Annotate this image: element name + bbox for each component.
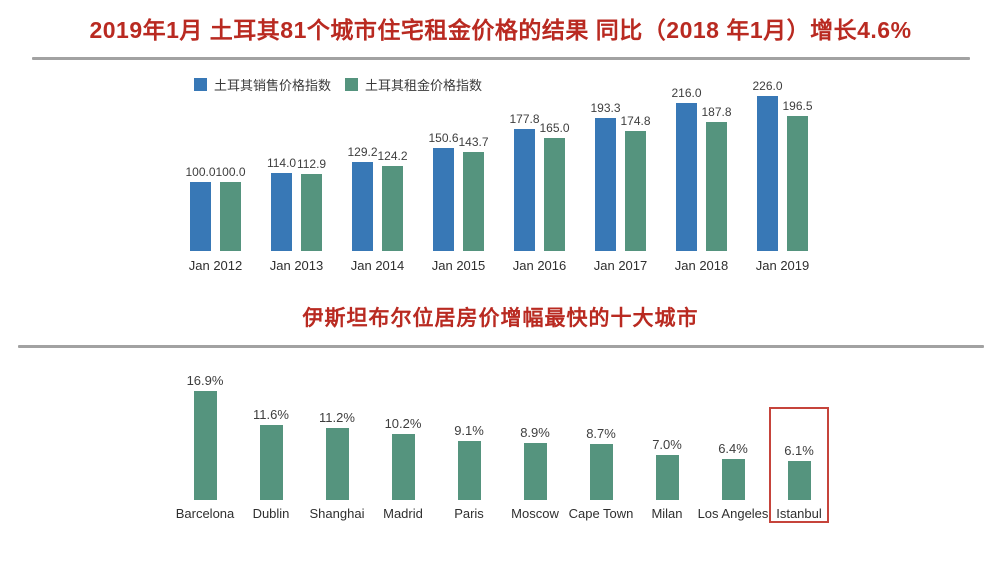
- bar-sales-index: [676, 103, 697, 251]
- category-label: Jan 2015: [432, 258, 486, 273]
- category-label: Jan 2014: [351, 258, 405, 273]
- category-label: Jan 2016: [513, 258, 567, 273]
- city-bar: [524, 443, 547, 500]
- bar-value-label: 10.2%: [385, 416, 422, 431]
- bar-group: 177.8165.0 Jan 2016: [499, 76, 580, 273]
- city-bar: [656, 455, 679, 500]
- bar-sales-index: [352, 162, 373, 251]
- bar-rent-index: [706, 122, 727, 251]
- bar-value-label: 9.1%: [454, 423, 484, 438]
- city-bar: [722, 459, 745, 500]
- city-bar-group: 8.7% Cape Town: [568, 370, 634, 521]
- city-bar: [260, 425, 283, 500]
- bar-value-label: 129.2: [347, 145, 377, 159]
- bar-value-label: 177.8: [509, 112, 539, 126]
- bar-value-label: 6.4%: [718, 441, 748, 456]
- bar-sales-index: [433, 148, 454, 251]
- bar-sales-index: [757, 96, 778, 251]
- bar-value-label: 196.5: [782, 99, 812, 113]
- bar-group: 193.3174.8 Jan 2017: [580, 76, 661, 273]
- city-bar-group: 8.9% Moscow: [502, 370, 568, 521]
- category-label: Cape Town: [569, 506, 634, 521]
- bar-value-label: 11.6%: [253, 407, 289, 422]
- bar-group: 150.6143.7 Jan 2015: [418, 76, 499, 273]
- city-bar-group: 6.1% Istanbul: [766, 370, 832, 521]
- bar-sales-index: [271, 173, 292, 251]
- category-label: Dublin: [253, 506, 290, 521]
- bar-value-label: 7.0%: [652, 437, 682, 452]
- category-label: Jan 2017: [594, 258, 648, 273]
- bar-value-label: 6.1%: [784, 443, 814, 458]
- bar-value-label: 150.6: [428, 131, 458, 145]
- city-bar: [788, 461, 811, 500]
- bar-value-label: 193.3: [590, 101, 620, 115]
- bar-value-label: 114.0: [267, 156, 296, 170]
- city-bar: [326, 428, 349, 500]
- category-label: Los Angeles: [698, 506, 769, 521]
- slide: 2019年1月 土耳其81个城市住宅租金价格的结果 同比（2018 年1月）增长…: [0, 14, 1001, 577]
- bar-rent-index: [382, 166, 403, 251]
- bar-value-label: 16.9%: [187, 373, 224, 388]
- category-label: Moscow: [511, 506, 559, 521]
- page-title-top: 2019年1月 土耳其81个城市住宅租金价格的结果 同比（2018 年1月）增长…: [0, 14, 1001, 46]
- category-label: Jan 2013: [270, 258, 324, 273]
- bar-rent-index: [463, 152, 484, 251]
- divider-middle: [18, 345, 984, 348]
- bar-group: 100.0100.0 Jan 2012: [175, 76, 256, 273]
- bar-value-label: 112.9: [297, 157, 326, 171]
- category-label: Jan 2019: [756, 258, 810, 273]
- category-label: Madrid: [383, 506, 423, 521]
- bar-sales-index: [514, 129, 535, 251]
- city-bar: [392, 434, 415, 500]
- bar-sales-index: [190, 182, 211, 251]
- divider-top: [32, 57, 970, 60]
- bar-rent-index: [625, 131, 646, 251]
- bar-value-label: 8.9%: [520, 425, 550, 440]
- bar-sales-index: [595, 118, 616, 251]
- bar-value-label: 143.7: [458, 135, 488, 149]
- category-label: Jan 2012: [189, 258, 243, 273]
- bar-rent-index: [787, 116, 808, 251]
- bar-value-label: 216.0: [671, 86, 701, 100]
- bar-value-label: 11.2%: [319, 410, 355, 425]
- city-bar-group: 10.2% Madrid: [370, 370, 436, 521]
- city-bar: [458, 441, 481, 500]
- category-label: Milan: [651, 506, 682, 521]
- bar-rent-index: [301, 174, 322, 251]
- bar-rent-index: [544, 138, 565, 251]
- bar-group: 226.0196.5 Jan 2019: [742, 76, 823, 273]
- city-bar-group: 11.6% Dublin: [238, 370, 304, 521]
- bar-group: 114.0112.9 Jan 2013: [256, 76, 337, 273]
- city-bar-group: 16.9% Barcelona: [172, 370, 238, 521]
- city-bar-group: 7.0% Milan: [634, 370, 700, 521]
- city-bar: [194, 391, 217, 500]
- page-title-middle: 伊斯坦布尔位居房价增幅最快的十大城市: [0, 307, 1001, 331]
- category-label: Barcelona: [176, 506, 235, 521]
- category-label: Jan 2018: [675, 258, 729, 273]
- bar-value-label: 100.0: [215, 165, 245, 179]
- city-bar-group: 6.4% Los Angeles: [700, 370, 766, 521]
- bar-value-label: 187.8: [701, 105, 731, 119]
- category-label: Paris: [454, 506, 484, 521]
- bar-value-label: 8.7%: [586, 426, 616, 441]
- bar-value-label: 226.0: [752, 79, 782, 93]
- bar-value-label: 174.8: [620, 114, 650, 128]
- bar-rent-index: [220, 182, 241, 251]
- city-bar-group: 9.1% Paris: [436, 370, 502, 521]
- bar-group: 216.0187.8 Jan 2018: [661, 76, 742, 273]
- bar-group: 129.2124.2 Jan 2014: [337, 76, 418, 273]
- city-bar-group: 11.2% Shanghai: [304, 370, 370, 521]
- city-bar: [590, 444, 613, 500]
- bar-value-label: 124.2: [377, 149, 407, 163]
- bar-value-label: 100.0: [185, 165, 215, 179]
- city-price-growth-chart: 16.9% Barcelona 11.6% Dublin 11.2% Shanghai 10…: [172, 370, 1001, 521]
- turkey-price-index-chart: 100.0100.0 Jan 2012 114.0112.9 Jan 2013 129.…: [175, 76, 1001, 273]
- category-label: Shanghai: [310, 506, 365, 521]
- category-label: Istanbul: [776, 506, 822, 521]
- bar-value-label: 165.0: [539, 121, 569, 135]
